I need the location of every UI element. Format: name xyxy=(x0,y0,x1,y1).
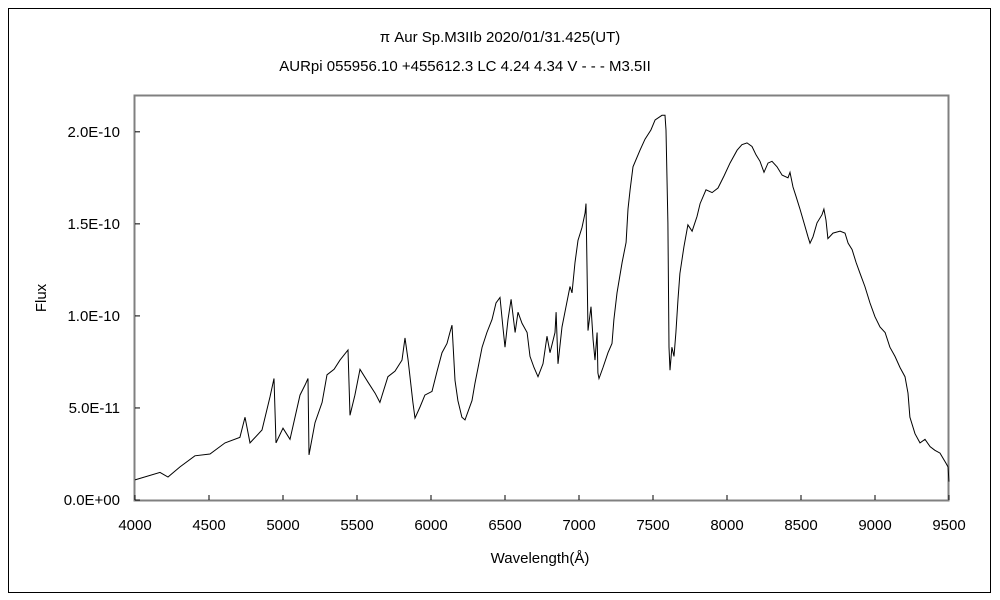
y-tick-label: 2.0E-10 xyxy=(67,124,120,141)
y-tick-label: 0.0E+00 xyxy=(64,492,120,509)
x-tick-label: 5000 xyxy=(266,517,299,534)
y-tick-label: 5.0E-11 xyxy=(69,400,120,417)
x-axis: 4000 4500 5000 5500 6000 6500 7000 7500 8000 8500… xyxy=(118,495,966,534)
x-tick-label: 4000 xyxy=(118,517,151,534)
y-tick-label: 1.0E-10 xyxy=(67,308,120,325)
spectrum-line xyxy=(134,114,950,482)
x-tick-label: 6500 xyxy=(488,517,521,534)
x-tick-label: 6000 xyxy=(414,517,447,534)
chart-title-line2: AURpi 055956.10 +455612.3 LC 4.24 4.34 V… xyxy=(279,58,650,75)
x-axis-label: Wavelength(Å) xyxy=(491,550,590,567)
y-tick-label: 1.5E-10 xyxy=(67,216,120,233)
y-axis: 0.0E+00 5.0E-11 1.0E-10 1.5E-10 2.0E-10 xyxy=(64,124,140,509)
x-tick-label: 7000 xyxy=(562,517,595,534)
y-axis-label: Flux xyxy=(33,283,50,312)
x-tick-label: 9500 xyxy=(932,517,965,534)
x-tick-label: 9000 xyxy=(858,517,891,534)
x-tick-label: 8000 xyxy=(710,517,743,534)
x-tick-label: 5500 xyxy=(340,517,373,534)
x-tick-label: 4500 xyxy=(192,517,225,534)
plot-area xyxy=(133,94,950,502)
x-tick-label: 8500 xyxy=(784,517,817,534)
x-tick-label: 7500 xyxy=(636,517,669,534)
chart-title-line1: π Aur Sp.M3IIb 2020/01/31.425(UT) xyxy=(380,29,620,46)
